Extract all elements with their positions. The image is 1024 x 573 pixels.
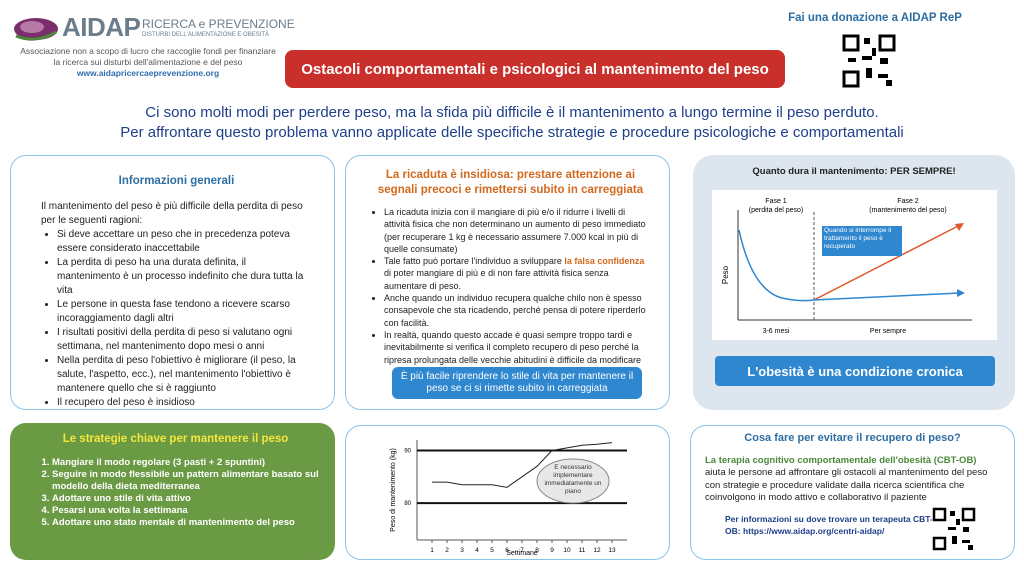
x-tick-label: 12	[593, 547, 601, 554]
label: Fase 1	[765, 198, 787, 205]
general-panel: Informazioni generali Il mantenimento de…	[10, 155, 335, 410]
panel-title: La ricaduta è insidiosa: prestare attenz…	[377, 169, 644, 196]
text: di poter mangiare di più e di non fare a…	[384, 268, 609, 291]
list: Mangiare il modo regolare (3 pasti + 2 s…	[32, 457, 319, 529]
list-item: Si deve accettare un peso che in precede…	[57, 228, 312, 256]
x-tick-label: 3	[460, 547, 464, 554]
x-tick-label: 9	[550, 547, 554, 554]
note: Quando si interrompe il trattamento il p…	[824, 227, 892, 250]
x-tick-label: 5	[490, 547, 494, 554]
text: Tale fatto può portare l'individuo a svi…	[384, 256, 565, 267]
list-item: Tale fatto può portare l'individuo a svi…	[384, 255, 653, 292]
x-tick-label: 13	[608, 547, 616, 554]
x-tick-label: 7	[520, 547, 524, 554]
intro: Ci sono molti modi per perdere peso, ma …	[0, 103, 1024, 143]
donation[interactable]: Fai una donazione a AIDAP ReP	[788, 12, 962, 24]
strategies-panel: Le strategie chiave per mantenere il pes…	[10, 423, 335, 560]
intro-line: Per affrontare questo problema vanno app…	[120, 124, 904, 141]
list: La ricaduta inizia con il mangiare di pi…	[368, 206, 653, 366]
axis-label: Peso di mantenimento (kg)	[390, 448, 397, 532]
arrow-head	[955, 223, 964, 231]
list-item: I risultati positivi della perdita di pe…	[57, 326, 312, 354]
info[interactable]: Per informazioni su dove trovare un tera…	[725, 513, 933, 536]
list: Si deve accettare un peso che in precede…	[41, 228, 312, 410]
label: (mantenimento del peso)	[869, 207, 946, 214]
note-box: È necessario implementare immediatamente…	[544, 464, 602, 495]
arrow	[813, 292, 961, 301]
logo-sub: RICERCA e PREVENZIONE	[142, 17, 295, 31]
arrow-head	[957, 289, 965, 297]
curve	[738, 229, 815, 302]
list-item: In realtà, quando questo accade è quasi …	[384, 329, 653, 366]
website: www.aidapricercaeprevenzione.org	[76, 68, 220, 78]
prevent-panel: Cosa fare per evitare il recupero di pes…	[690, 425, 1015, 560]
y-tick-label: 80	[404, 501, 411, 507]
lead: Il mantenimento del peso è più difficile…	[41, 201, 303, 226]
panel-title: Quanto dura il mantenimento: PER SEMPRE!	[752, 166, 956, 177]
y-tick-label: 90	[404, 449, 411, 455]
banner: L'obesità è una condizione cronica	[715, 356, 995, 386]
concept-chart: Quando si interrompe il trattamento il p…	[712, 190, 997, 340]
axis-label: Settimane	[506, 550, 538, 557]
logo-name: AIDAP	[62, 12, 141, 42]
note-bubble	[536, 458, 610, 504]
list-item: La ricaduta inizia con il mangiare di pi…	[384, 206, 653, 255]
list-item: Le persone in questa fase tendono a rice…	[57, 298, 312, 326]
list-item: Anche quando un individuo recupera qualc…	[384, 292, 653, 329]
list-item: Il recupero del peso è insidioso	[57, 396, 312, 410]
logo-sub: DISTURBI DELL'ALIMENTAZIONE E OBESITÀ	[142, 32, 270, 38]
label: 3-6 mesi	[763, 328, 790, 335]
line	[432, 442, 613, 488]
x-tick-label: 10	[563, 547, 571, 554]
panel-title: Cosa fare per evitare il recupero di pes…	[744, 432, 961, 444]
list-item: Seguire in modo flessibile un pattern al…	[52, 469, 319, 493]
chart-bg	[712, 190, 997, 340]
highlight: La terapia cognitivo comportamentale del…	[705, 454, 977, 466]
note: È necessario implementare immediatamente…	[544, 464, 602, 495]
relapse-panel: La ricaduta è insidiosa: prestare attenz…	[345, 155, 670, 410]
x-tick-label: 8	[535, 547, 539, 554]
qr-code[interactable]	[932, 507, 976, 551]
axis-label: Peso	[721, 265, 730, 284]
text: aiuta le persone ad affrontare gli ostac…	[705, 467, 988, 503]
chart-panel	[345, 425, 670, 560]
list-item: Nella perdita di peso l'obiettivo è migl…	[57, 354, 312, 396]
list-item: Mangiare il modo regolare (3 pasti + 2 s…	[52, 457, 319, 469]
list-item: Adottare uno stato mentale di mantenimen…	[52, 517, 319, 529]
label: Per sempre	[870, 328, 906, 335]
panel-title: Le strategie chiave per mantenere il pes…	[62, 433, 289, 445]
panel-title: Informazioni generali	[118, 175, 235, 187]
x-tick-label: 1	[430, 547, 434, 554]
label: (perdita del peso)	[749, 207, 803, 214]
x-tick-label: 2	[445, 547, 449, 554]
logo-icon	[14, 18, 58, 41]
x-tick-label: 6	[505, 547, 509, 554]
intro-line: Ci sono molti modi per perdere peso, ma …	[145, 104, 879, 121]
note-box	[822, 226, 902, 256]
x-tick-label: 4	[475, 547, 479, 554]
list-item: Adottare uno stile di vita attivo	[52, 493, 319, 505]
list-item: La perdita di peso ha una durata definit…	[57, 256, 312, 298]
qr-code[interactable]	[842, 34, 896, 88]
callout: È più facile riprendere lo stile di vita…	[392, 367, 642, 399]
x-tick-label: 11	[579, 547, 586, 554]
label: Fase 2	[897, 198, 919, 205]
list-item: Pesarsi una volta la settimana	[52, 505, 319, 517]
title: Ostacoli comportamentali e psicologici a…	[285, 50, 785, 88]
arrow	[813, 224, 961, 301]
association: Associazione non a scopo di lucro che ra…	[20, 46, 276, 67]
highlight: la falsa confidenza	[564, 256, 645, 267]
